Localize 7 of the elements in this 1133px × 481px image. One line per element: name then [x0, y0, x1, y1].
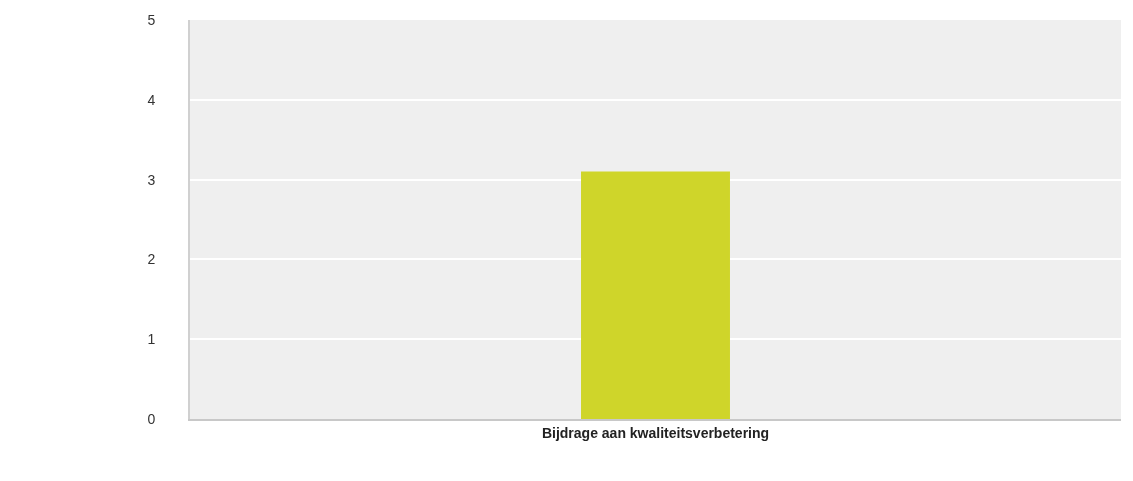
- y-tick-label: 4: [147, 91, 156, 108]
- y-tick-label: 3: [147, 171, 156, 188]
- y-tick-label: 2: [147, 251, 156, 268]
- y-tick-label: 1: [147, 331, 156, 348]
- x-tick-label: Bijdrage aan kwaliteitsverbetering: [541, 424, 770, 441]
- y-tick-label: 0: [147, 410, 156, 427]
- y-tick-label: 5: [147, 11, 156, 28]
